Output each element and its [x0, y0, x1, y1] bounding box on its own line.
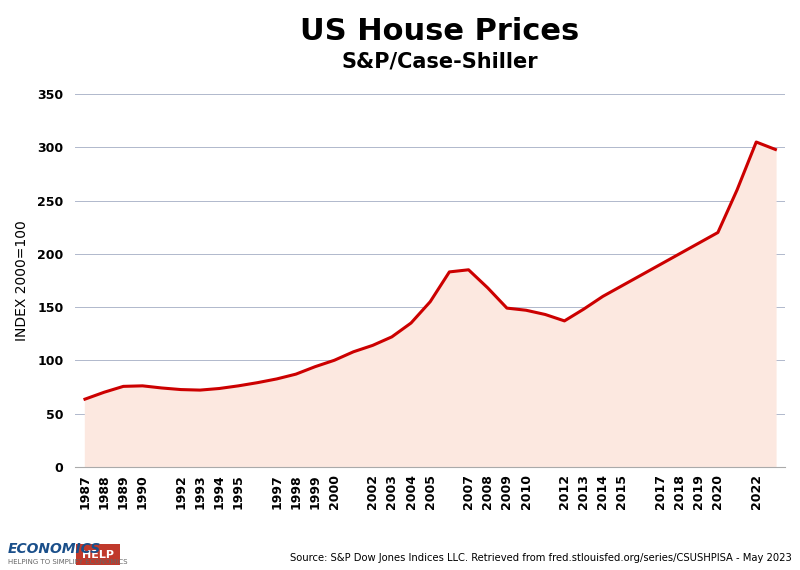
Y-axis label: INDEX 2000=100: INDEX 2000=100 [15, 220, 29, 341]
Text: HELP: HELP [82, 549, 114, 560]
Text: Source: S&P Dow Jones Indices LLC. Retrieved from fred.stlouisfed.org/series/CSU: Source: S&P Dow Jones Indices LLC. Retri… [290, 553, 792, 563]
Text: HELPING TO SIMPLIFY ECONOMICS: HELPING TO SIMPLIFY ECONOMICS [8, 559, 127, 565]
Text: S&P/Case-Shiller: S&P/Case-Shiller [342, 51, 538, 71]
Text: ECONOMICS: ECONOMICS [8, 542, 102, 556]
Text: US House Prices: US House Prices [300, 17, 580, 46]
